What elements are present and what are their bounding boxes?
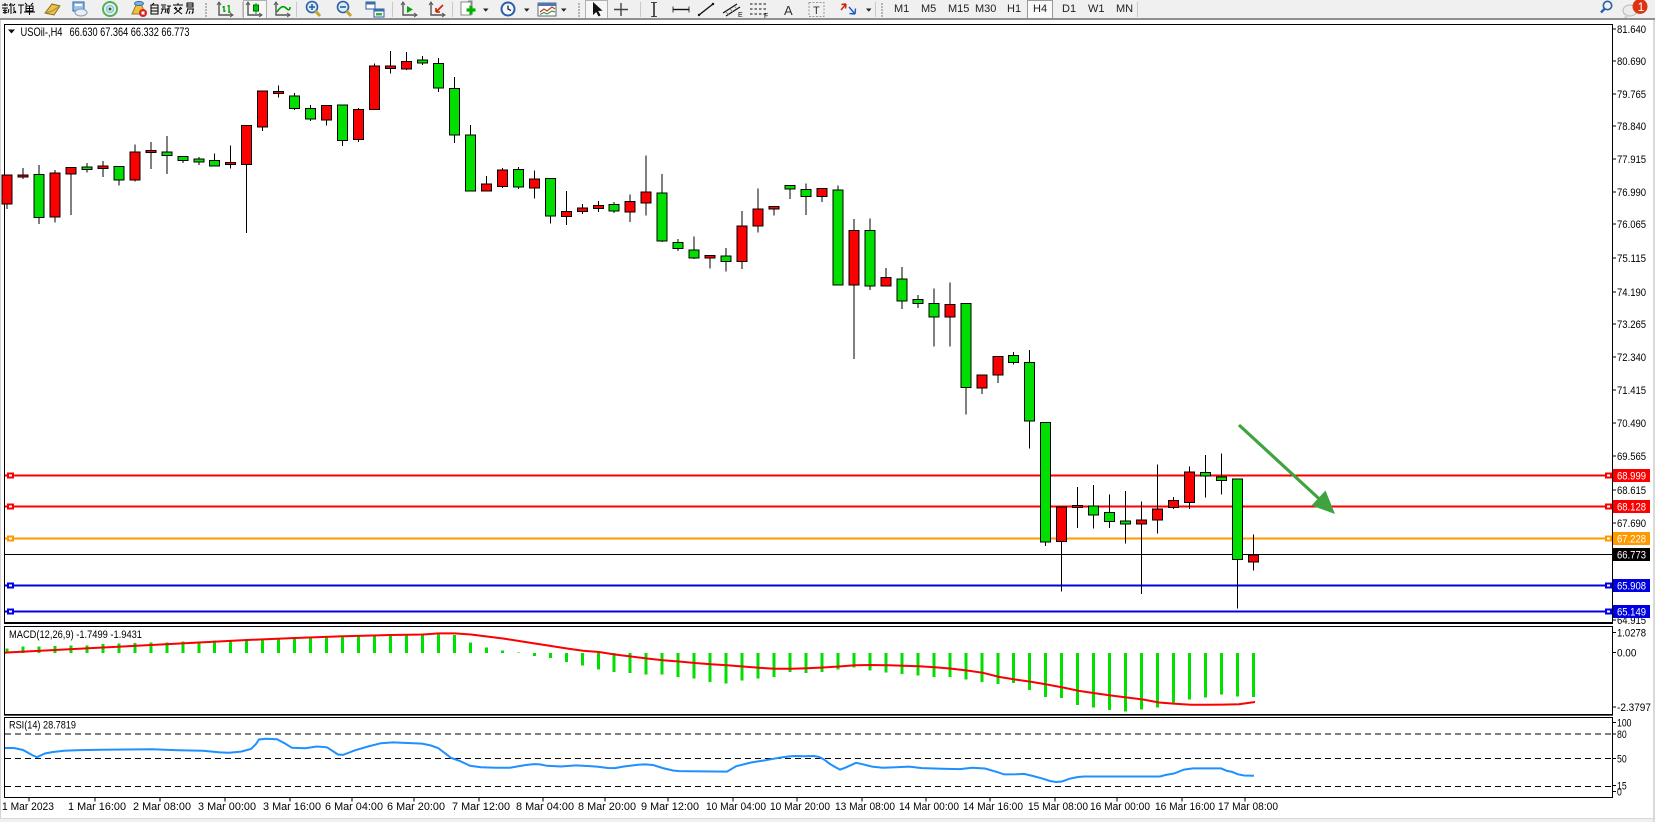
- svg-text:73.265: 73.265: [1617, 319, 1646, 331]
- svg-text:79.765: 79.765: [1617, 89, 1646, 101]
- svg-text:68.999: 68.999: [1617, 471, 1646, 483]
- svg-text:14 Mar 16:00: 14 Mar 16:00: [963, 801, 1023, 813]
- svg-text:76.065: 76.065: [1617, 219, 1646, 231]
- svg-text:77.915: 77.915: [1617, 154, 1646, 166]
- svg-text:68.615: 68.615: [1617, 485, 1646, 497]
- svg-text:76.990: 76.990: [1617, 187, 1646, 199]
- svg-text:1 Mar 2023: 1 Mar 2023: [2, 801, 54, 813]
- svg-text:RSI(14) 28.7819: RSI(14) 28.7819: [9, 720, 76, 732]
- svg-text:2 Mar 08:00: 2 Mar 08:00: [133, 801, 191, 813]
- svg-text:14 Mar 00:00: 14 Mar 00:00: [899, 801, 959, 813]
- svg-text:9 Mar 12:00: 9 Mar 12:00: [641, 801, 699, 813]
- svg-text:6 Mar 04:00: 6 Mar 04:00: [325, 801, 383, 813]
- svg-text:50: 50: [1617, 754, 1627, 766]
- svg-text:-2.3797: -2.3797: [1617, 702, 1651, 714]
- svg-text:66.773: 66.773: [1617, 550, 1646, 562]
- svg-text:65.149: 65.149: [1617, 607, 1646, 619]
- svg-text:80: 80: [1617, 729, 1627, 741]
- svg-text:100: 100: [1617, 718, 1632, 730]
- svg-text:A: A: [784, 3, 793, 18]
- svg-text:1.0278: 1.0278: [1617, 628, 1646, 640]
- svg-text:F: F: [764, 13, 768, 20]
- svg-text:67.690: 67.690: [1617, 518, 1646, 530]
- svg-text:8 Mar 20:00: 8 Mar 20:00: [578, 801, 636, 813]
- svg-text:16 Mar 16:00: 16 Mar 16:00: [1155, 801, 1215, 813]
- svg-text:15: 15: [1617, 781, 1627, 793]
- svg-text:69.565: 69.565: [1617, 451, 1646, 463]
- svg-text:65.908: 65.908: [1617, 581, 1646, 593]
- svg-text:16 Mar 00:00: 16 Mar 00:00: [1090, 801, 1150, 813]
- svg-text:8 Mar 04:00: 8 Mar 04:00: [516, 801, 574, 813]
- svg-text:75.115: 75.115: [1617, 253, 1646, 265]
- svg-text:68.128: 68.128: [1617, 502, 1646, 514]
- svg-text:MACD(12,26,9) -1.7499 -1.9431: MACD(12,26,9) -1.7499 -1.9431: [9, 629, 142, 641]
- svg-text:81.640: 81.640: [1617, 24, 1646, 36]
- svg-text:67.228: 67.228: [1617, 534, 1646, 546]
- svg-text:0.00: 0.00: [1617, 648, 1636, 660]
- svg-text:17 Mar 08:00: 17 Mar 08:00: [1218, 801, 1278, 813]
- svg-text:10 Mar 04:00: 10 Mar 04:00: [706, 801, 766, 813]
- svg-text:0: 0: [1617, 787, 1622, 799]
- svg-text:70.490: 70.490: [1617, 418, 1646, 430]
- svg-text:74.190: 74.190: [1617, 287, 1646, 299]
- svg-text:72.340: 72.340: [1617, 352, 1646, 364]
- svg-text:1 Mar 16:00: 1 Mar 16:00: [68, 801, 126, 813]
- svg-text:3 Mar 00:00: 3 Mar 00:00: [198, 801, 256, 813]
- svg-text:15 Mar 08:00: 15 Mar 08:00: [1028, 801, 1088, 813]
- svg-text:13 Mar 08:00: 13 Mar 08:00: [835, 801, 895, 813]
- svg-text:1: 1: [1638, 0, 1645, 14]
- svg-text:80.690: 80.690: [1617, 56, 1646, 68]
- svg-text:66.630 67.364 66.332 66.773: 66.630 67.364 66.332 66.773: [70, 25, 190, 39]
- svg-text:3 Mar 16:00: 3 Mar 16:00: [263, 801, 321, 813]
- svg-text:10 Mar 20:00: 10 Mar 20:00: [770, 801, 830, 813]
- svg-text:USOil-,H4: USOil-,H4: [21, 25, 63, 39]
- svg-text:7 Mar 12:00: 7 Mar 12:00: [452, 801, 510, 813]
- svg-text:E: E: [738, 12, 743, 19]
- svg-text:6 Mar 20:00: 6 Mar 20:00: [387, 801, 445, 813]
- svg-text:78.840: 78.840: [1617, 121, 1646, 133]
- svg-text:T: T: [813, 5, 820, 17]
- svg-text:71.415: 71.415: [1617, 385, 1646, 397]
